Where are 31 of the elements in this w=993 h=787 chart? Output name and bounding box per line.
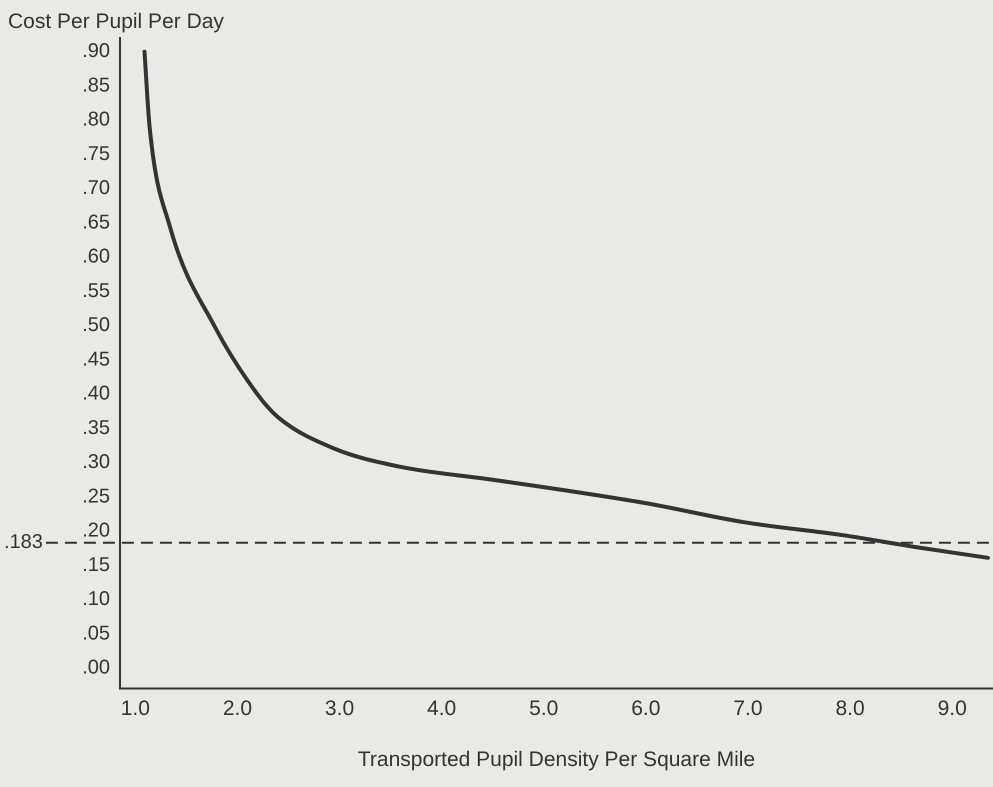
y-tick-label: .75 [82,142,110,165]
x-axis-title: Transported Pupil Density Per Square Mile [358,748,756,772]
y-tick-label: .65 [82,211,110,234]
x-tick-label: 8.0 [835,696,865,720]
y-tick-label: .10 [82,588,110,610]
y-tick-label: .50 [82,314,110,336]
y-tick-label: .20 [82,520,110,542]
x-tick-label: 6.0 [631,696,660,720]
y-axis-title: Cost Per Pupil Per Day [8,10,224,33]
x-tick-label: 1.0 [120,696,150,720]
y-tick-label: .85 [82,74,110,96]
x-tick-label: 2.0 [222,696,252,720]
y-tick-label: .25 [82,485,110,508]
y-tick-label: .00 [82,656,110,679]
ref-line-label: .183 [4,531,43,554]
x-tick-label: 9.0 [938,696,967,720]
y-tick-label: .70 [82,177,110,200]
x-tick-label: 4.0 [427,696,456,720]
y-tick-label: .35 [82,416,110,439]
y-tick-label: .55 [82,280,110,302]
y-tick-label: .90 [82,40,110,62]
x-tick-label: 7.0 [733,696,763,720]
y-tick-label: .05 [82,622,110,644]
y-tick-label: .40 [82,382,110,405]
y-tick-label: .60 [82,246,110,268]
y-tick-label: .45 [82,348,110,370]
y-tick-label: .15 [82,554,110,576]
x-tick-label: 5.0 [529,696,558,720]
y-tick-label: .80 [82,108,110,131]
y-tick-label: .30 [82,451,110,474]
x-tick-label: 3.0 [324,696,354,720]
